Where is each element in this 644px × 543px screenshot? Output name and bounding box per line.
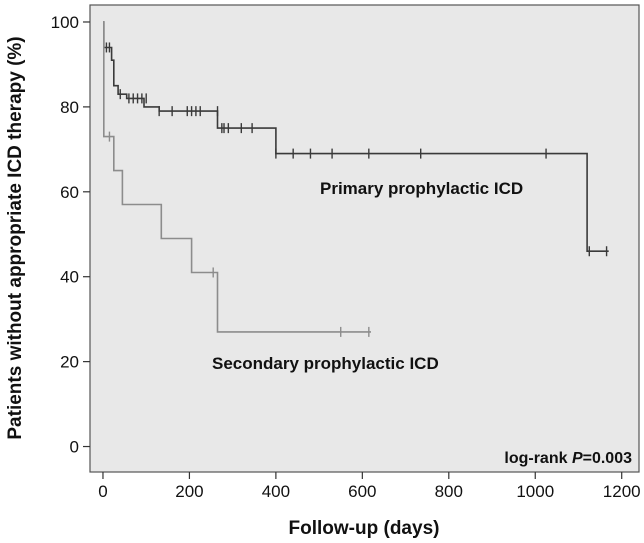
x-tick-label: 1000 <box>516 482 554 501</box>
y-tick-label: 40 <box>60 268 79 287</box>
y-axis-title: Patients without appropriate ICD therapy… <box>5 36 26 439</box>
y-axis: 0 20 40 60 80 100 <box>51 13 90 457</box>
log-rank-annotation: log-rank P=0.003 <box>504 450 632 467</box>
x-tick-label: 800 <box>435 482 463 501</box>
y-tick-label: 80 <box>60 98 79 117</box>
log-rank-prefix: log-rank <box>504 450 572 467</box>
series-line-0 <box>103 21 609 252</box>
x-axis: 0 200 400 600 800 1000 1200 <box>98 472 641 501</box>
y-tick-label: 60 <box>60 183 79 202</box>
x-axis-title: Follow-up (days) <box>289 518 440 539</box>
series-label-primary: Primary prophylactic ICD <box>320 179 523 198</box>
y-tick-label: 20 <box>60 353 79 372</box>
x-tick-label: 400 <box>262 482 290 501</box>
x-tick-label: 0 <box>98 482 107 501</box>
x-tick-label: 200 <box>175 482 203 501</box>
series-layer <box>103 21 609 337</box>
x-tick-label: 600 <box>348 482 376 501</box>
log-rank-value: =0.003 <box>583 450 632 467</box>
series-line-1 <box>103 21 371 333</box>
y-tick-label: 100 <box>51 13 79 32</box>
log-rank-p: P <box>572 450 583 467</box>
x-tick-label: 1200 <box>603 482 641 501</box>
y-tick-label: 0 <box>70 438 79 457</box>
series-label-secondary: Secondary prophylactic ICD <box>212 354 439 373</box>
